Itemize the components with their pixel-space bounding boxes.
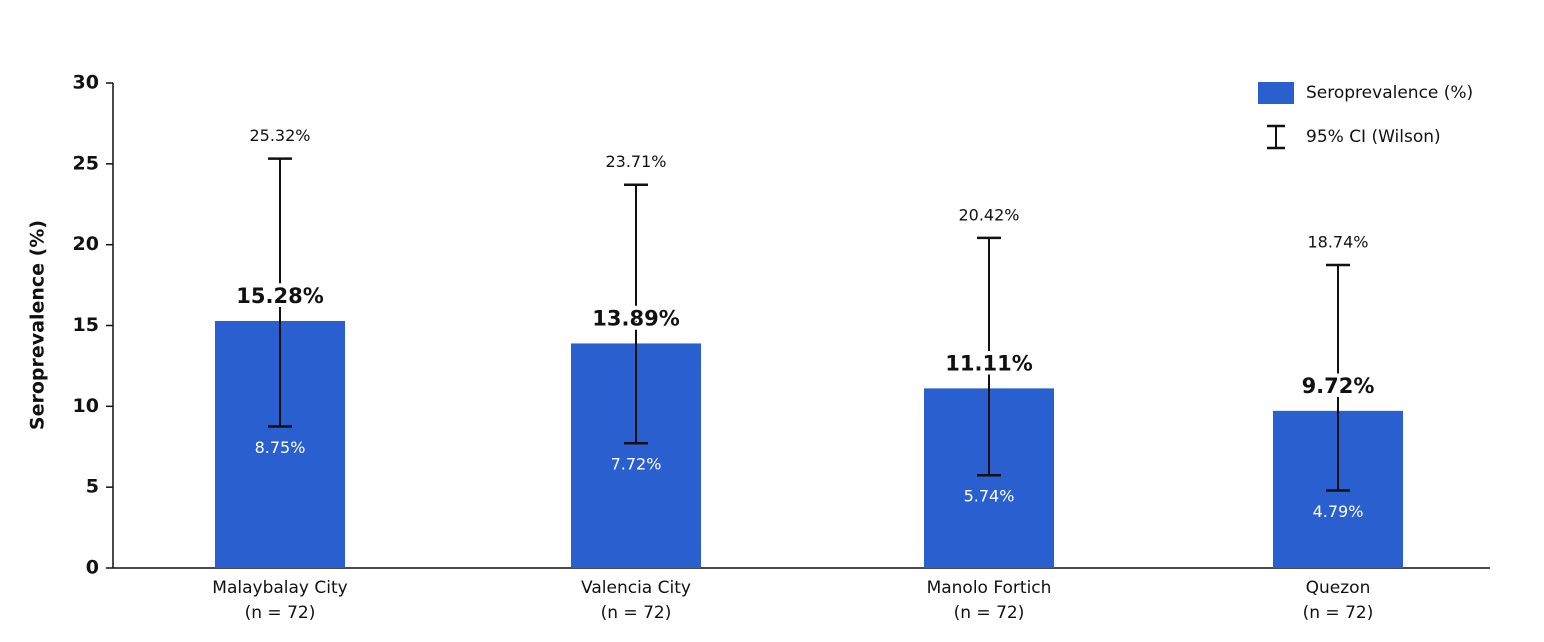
x-tick-label: Quezon	[1306, 578, 1371, 598]
ci-lower-label: 7.72%	[611, 455, 662, 474]
value-label: 13.89%	[592, 306, 679, 330]
ci-upper-label: 25.32%	[249, 126, 310, 145]
x-tick-note: (n = 72)	[601, 603, 672, 623]
y-tick-label: 0	[86, 557, 99, 579]
y-tick-label: 15	[73, 314, 99, 336]
value-label: 15.28%	[236, 284, 323, 308]
x-tick-label: Manolo Fortich	[927, 578, 1052, 598]
y-tick-label: 25	[73, 152, 99, 174]
ci-lower-label: 4.79%	[1313, 502, 1364, 521]
ci-upper-label: 18.74%	[1307, 233, 1368, 252]
y-tick-label: 5	[86, 476, 99, 498]
ci-lower-label: 5.74%	[964, 487, 1015, 506]
x-tick-note: (n = 72)	[954, 603, 1025, 623]
y-tick-label: 30	[73, 72, 99, 94]
ci-upper-label: 20.42%	[958, 205, 1019, 224]
legend-label: Seroprevalence (%)	[1306, 83, 1473, 103]
x-tick-note: (n = 72)	[245, 603, 316, 623]
y-tick-label: 20	[73, 233, 99, 255]
ci-lower-label: 8.75%	[255, 438, 306, 457]
value-label: 11.11%	[945, 351, 1032, 375]
value-label: 9.72%	[1302, 374, 1375, 398]
legend-swatch	[1258, 82, 1294, 104]
x-tick-note: (n = 72)	[1303, 603, 1374, 623]
y-axis-title: Seroprevalence (%)	[27, 220, 49, 430]
y-tick-label: 10	[73, 395, 99, 417]
x-tick-label: Valencia City	[581, 578, 691, 598]
legend-label: 95% CI (Wilson)	[1306, 127, 1441, 147]
ci-upper-label: 23.71%	[605, 152, 666, 171]
x-tick-label: Malaybalay City	[212, 578, 347, 598]
